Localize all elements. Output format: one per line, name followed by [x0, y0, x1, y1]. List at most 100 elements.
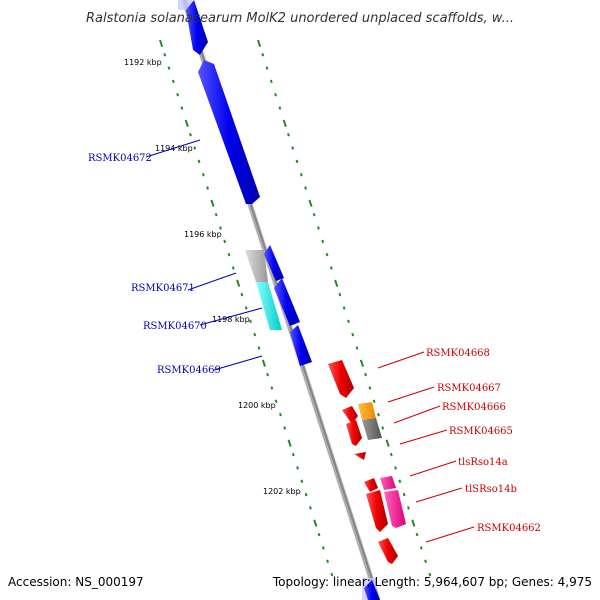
tick-dash	[407, 506, 410, 510]
gene-arrow[interactable]	[366, 490, 388, 532]
tick-dash	[201, 172, 205, 177]
gene-label[interactable]: RSMK04668	[426, 348, 490, 359]
gene-arrow[interactable]	[290, 325, 312, 366]
tick-dash	[299, 172, 303, 177]
gene-label[interactable]: RSMK04665	[449, 426, 513, 437]
gene-label[interactable]: RSMK04662	[477, 523, 541, 534]
gene-arrow[interactable]	[346, 420, 362, 446]
gene-label[interactable]: RSMK04670	[143, 321, 207, 332]
tick-dash	[389, 452, 393, 457]
gene-arrow[interactable]	[364, 580, 380, 600]
tick-dash	[325, 252, 329, 257]
tick-dash	[266, 372, 269, 377]
tick-dash	[326, 559, 329, 563]
tick-dash	[274, 399, 278, 404]
tick-dash	[167, 66, 171, 70]
tick-dash	[329, 266, 333, 270]
gene-arrow[interactable]	[364, 478, 378, 492]
tick-dash	[342, 306, 346, 310]
tick-dash	[355, 346, 359, 350]
gene-label[interactable]: RSMK04669	[157, 365, 221, 376]
gene-arrow[interactable]	[186, 0, 208, 55]
gene-label[interactable]: tlsRso14a	[458, 457, 508, 468]
tick-dash	[287, 439, 292, 447]
tick-label: 1198 kbp	[212, 315, 250, 324]
gene-arrow[interactable]	[264, 245, 284, 281]
tick-dash	[159, 39, 164, 47]
tick-dash	[424, 559, 427, 563]
tick-dash	[261, 53, 265, 57]
tick-dash	[210, 199, 215, 207]
tick-dash	[184, 119, 189, 127]
tick-dash	[368, 386, 372, 390]
gene-arrow[interactable]	[256, 282, 282, 330]
right-gene-labels: RSMK04668 RSMK04667 RSMK04666 RSMK04665 …	[377, 348, 541, 543]
tick-dash	[402, 492, 406, 497]
tick-dash	[269, 79, 273, 84]
tick-dash	[415, 532, 419, 537]
gene-arrow[interactable]	[328, 360, 354, 398]
tick-dash	[347, 319, 350, 324]
tick-dash	[214, 212, 218, 217]
tick-dash	[163, 53, 167, 57]
tick-dash	[411, 519, 416, 527]
gene-arrow[interactable]	[354, 452, 366, 460]
tick-dash	[270, 386, 274, 390]
tick-dash	[317, 532, 321, 537]
gene-arrow[interactable]	[342, 406, 358, 424]
tick-label: 1202 kbp	[263, 487, 301, 496]
tick-dash	[282, 119, 287, 127]
gene-arrow[interactable]	[362, 418, 382, 440]
gene-arrow[interactable]	[378, 538, 398, 564]
gene-arrow[interactable]	[384, 490, 406, 528]
tick-label: 1200 kbp	[238, 401, 276, 410]
gene-label[interactable]: tlSRso14b	[465, 484, 517, 495]
tick-dash	[296, 466, 299, 470]
tick-dash	[223, 239, 227, 244]
tick-dash	[257, 346, 261, 350]
gene-label[interactable]: RSMK04667	[437, 383, 501, 394]
tick-dash	[309, 506, 312, 510]
tick-dash	[377, 412, 380, 417]
tick-dash	[236, 279, 241, 287]
tick-dash	[381, 426, 385, 430]
tick-dash	[313, 519, 318, 527]
tick-dash	[244, 306, 248, 310]
tick-dash	[257, 39, 262, 47]
tick-dash	[176, 93, 180, 97]
accession-text: Accession: NS_000197	[8, 575, 144, 589]
topology-text: Topology: linear; Length: 5,964,607 bp; …	[272, 575, 592, 589]
tick-dash	[206, 186, 210, 190]
tick-dash	[287, 132, 290, 137]
gene-arrow[interactable]	[358, 402, 376, 420]
gene-label[interactable]: RSMK04671	[131, 283, 195, 294]
tick-dash	[304, 186, 308, 190]
gene-arrow[interactable]	[198, 60, 260, 204]
left-gene-labels: RSMK04672 RSMK04671 RSMK04670 RSMK04669	[88, 139, 263, 376]
gene-label[interactable]: RSMK04666	[442, 402, 506, 413]
tick-dash	[283, 426, 287, 430]
tick-dash	[291, 452, 295, 457]
tick-dash	[253, 332, 257, 337]
tick-dash	[385, 439, 390, 447]
tick-dash	[240, 292, 244, 297]
tick-dash	[279, 412, 282, 417]
gene-arrow[interactable]	[274, 278, 300, 326]
tick-dash	[359, 359, 364, 367]
tick-dash	[274, 93, 278, 97]
tick-dash	[308, 199, 313, 207]
gene-arrow[interactable]	[380, 476, 396, 490]
tick-dash	[428, 572, 432, 577]
tick-dash	[231, 266, 235, 270]
gene-arrow[interactable]	[245, 250, 268, 282]
gene-features	[186, 0, 406, 600]
gene-label[interactable]: RSMK04672	[88, 153, 152, 164]
tick-dash	[312, 212, 316, 217]
tick-dash	[265, 66, 269, 70]
tick-dash	[330, 572, 334, 577]
tick-dash	[291, 146, 295, 150]
tick-label: 1196 kbp	[184, 230, 222, 239]
tick-dash	[180, 106, 184, 110]
map-title: Ralstonia solanacearum MolK2 unordered u…	[86, 11, 514, 26]
